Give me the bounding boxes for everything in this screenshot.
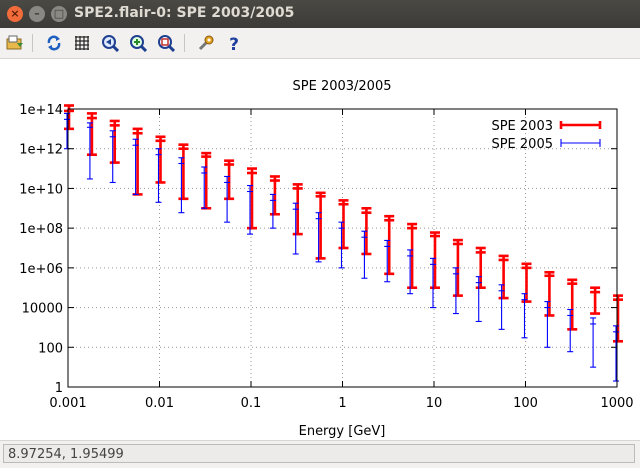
x-tick-label: 100: [513, 396, 538, 411]
series-spe-2003: [64, 104, 623, 343]
y-tick-label: 1e+08: [19, 222, 63, 237]
x-axis-label: Energy [GeV]: [299, 424, 386, 439]
window-title: SPE2.flair-0: SPE 2003/2005: [74, 5, 295, 21]
series-spe-2005: [64, 112, 619, 382]
zoom-fit-icon[interactable]: [156, 33, 176, 53]
y-tick-label: 100: [38, 341, 63, 356]
x-tick-label: 10: [426, 396, 443, 411]
y-tick-label: 10000: [22, 302, 63, 317]
toolbar-separator: [32, 34, 33, 52]
toolbar-separator: [184, 34, 185, 52]
chart-svg[interactable]: 0.001 0.01 0.1 1 10 100 1000 1 100 10000 1e+06 1e+0…: [0, 59, 640, 440]
status-bar: 8.97254, 1.95499: [0, 440, 640, 468]
grid-icon[interactable]: [72, 33, 92, 53]
window-titlebar: × – □ SPE2.flair-0: SPE 2003/2005: [0, 0, 640, 28]
x-tick-label: 0.01: [145, 396, 174, 411]
x-tick-label: 0.1: [241, 396, 262, 411]
zoom-back-icon[interactable]: [100, 33, 120, 53]
y-tick-label: 1e+06: [19, 262, 63, 277]
y-tick-label: 1e+10: [19, 182, 63, 197]
svg-text:?: ?: [229, 35, 239, 52]
coordinate-readout: 8.97254, 1.95499: [3, 444, 635, 463]
settings-icon[interactable]: [196, 33, 216, 53]
chart-title: SPE 2003/2005: [293, 79, 392, 94]
refresh-icon[interactable]: [44, 33, 64, 53]
y-tick-label: 1: [55, 381, 63, 396]
minimize-window-button[interactable]: –: [29, 6, 45, 22]
maximize-window-button[interactable]: □: [51, 6, 67, 22]
open-icon[interactable]: [5, 33, 25, 53]
toolbar: ?: [0, 28, 640, 59]
y-tick-label: 1e+12: [19, 143, 63, 158]
x-tick-label: 1: [338, 396, 346, 411]
help-icon[interactable]: ?: [224, 33, 244, 53]
zoom-in-icon[interactable]: [128, 33, 148, 53]
legend-label: SPE 2005: [491, 137, 553, 152]
close-window-button[interactable]: ×: [7, 6, 23, 22]
x-tick-label: 0.001: [49, 396, 86, 411]
plot-area[interactable]: 0.001 0.01 0.1 1 10 100 1000 1 100 10000 1e+06 1e+0…: [0, 59, 640, 440]
x-tick-label: 1000: [600, 396, 633, 411]
legend-label: SPE 2003: [491, 119, 553, 134]
y-tick-label: 1e+14: [19, 103, 63, 118]
